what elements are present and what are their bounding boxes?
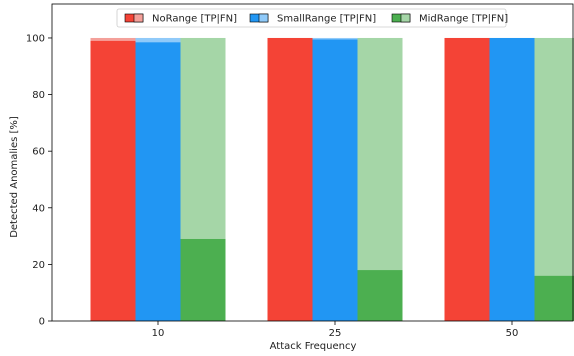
bar-tp-50-2 bbox=[534, 275, 574, 321]
bar-fn-10-1 bbox=[135, 37, 181, 43]
x-tick-label-25: 25 bbox=[329, 328, 342, 339]
x-tick-label-10: 10 bbox=[152, 328, 165, 339]
legend-label-0: NoRange [TP|FN] bbox=[152, 14, 237, 25]
bar-tp-10-2 bbox=[180, 238, 226, 321]
legend: NoRange [TP|FN] SmallRange [TP|FN] MidRang… bbox=[116, 8, 508, 28]
bar-tp-25-0 bbox=[267, 37, 313, 321]
y-tick-label-60: 60 bbox=[32, 147, 45, 158]
y-tick-label-40: 40 bbox=[32, 203, 45, 214]
bar-fn-10-2 bbox=[180, 37, 226, 239]
bar-tp-10-1 bbox=[135, 42, 181, 322]
legend-label-1: SmallRange [TP|FN] bbox=[277, 14, 376, 25]
plot-frame bbox=[51, 3, 574, 322]
y-tick-label-100: 100 bbox=[26, 33, 45, 44]
x-axis-label: Attack Frequency bbox=[270, 341, 357, 352]
bar-fn-10-0 bbox=[90, 37, 136, 41]
bar-fn-25-1 bbox=[312, 37, 358, 40]
legend-swatch-light-0 bbox=[133, 13, 144, 23]
y-tick-label-20: 20 bbox=[32, 260, 45, 271]
x-tick-label-50: 50 bbox=[506, 328, 519, 339]
bar-tp-25-1 bbox=[312, 39, 358, 322]
bar-fn-50-2 bbox=[534, 37, 574, 276]
bar-tp-10-0 bbox=[90, 40, 136, 321]
y-tick-label-0: 0 bbox=[39, 317, 45, 328]
legend-label-2: MidRange [TP|FN] bbox=[419, 14, 508, 25]
bar-tp-50-0 bbox=[444, 37, 490, 321]
bar-tp-25-2 bbox=[357, 270, 403, 321]
legend-swatch-light-1 bbox=[258, 13, 269, 23]
legend-box bbox=[116, 8, 507, 28]
y-axis-label: Detected Anomalies [%] bbox=[9, 116, 20, 238]
y-tick-label-80: 80 bbox=[32, 90, 45, 101]
bar-fn-25-2 bbox=[357, 37, 403, 271]
plot-area: 10 25 50 0 20 40 60 80 100 bbox=[26, 3, 574, 339]
legend-swatch-light-2 bbox=[400, 13, 411, 23]
bar-tp-50-1 bbox=[489, 37, 535, 321]
